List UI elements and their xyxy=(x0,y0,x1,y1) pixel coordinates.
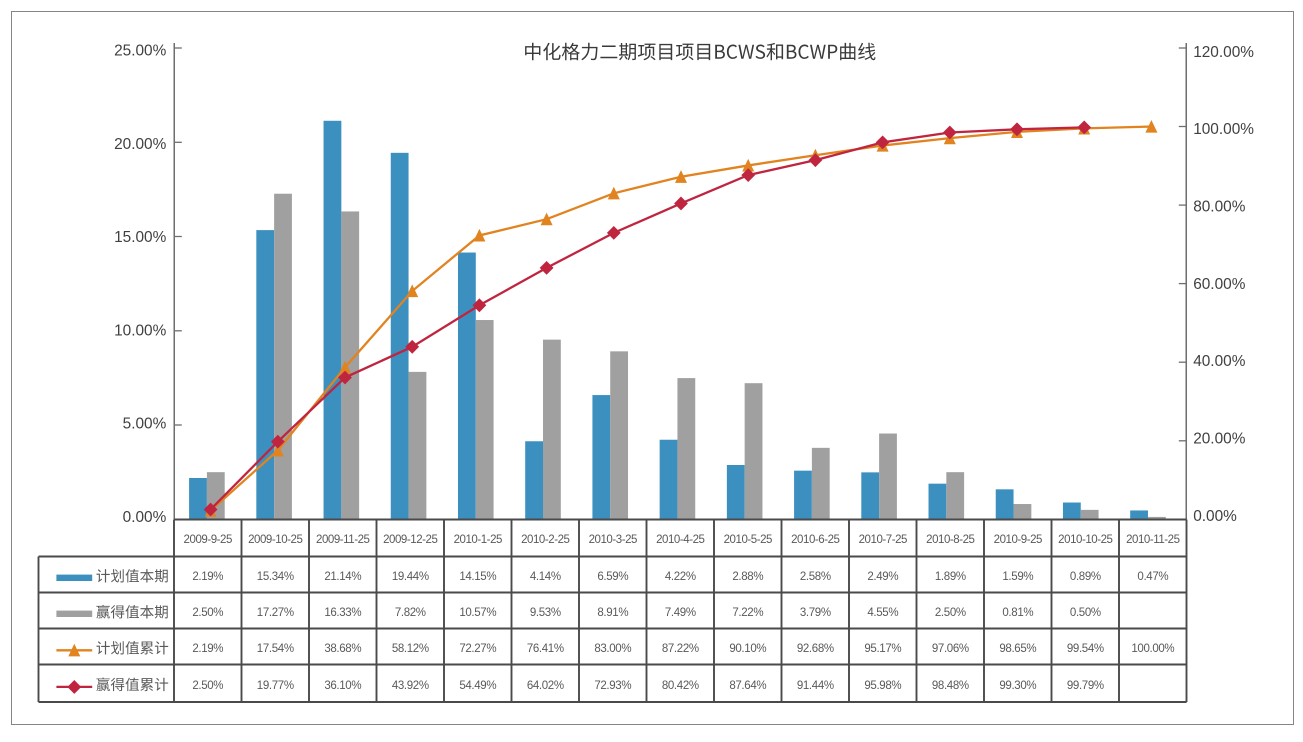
svg-text:0.81%: 0.81% xyxy=(1002,607,1033,619)
svg-text:2010-11-25: 2010-11-25 xyxy=(1126,534,1180,546)
svg-text:1.89%: 1.89% xyxy=(935,571,966,583)
svg-text:2.50%: 2.50% xyxy=(935,607,966,619)
svg-text:60.00%: 60.00% xyxy=(1193,276,1246,293)
svg-text:76.41%: 76.41% xyxy=(527,643,564,655)
svg-text:4.55%: 4.55% xyxy=(867,607,898,619)
svg-text:15.34%: 15.34% xyxy=(257,571,294,583)
svg-text:95.98%: 95.98% xyxy=(864,680,901,692)
svg-text:1.59%: 1.59% xyxy=(1002,571,1033,583)
svg-text:36.10%: 36.10% xyxy=(324,680,361,692)
svg-text:87.64%: 87.64% xyxy=(729,680,766,692)
svg-text:16.33%: 16.33% xyxy=(324,607,361,619)
svg-text:2010-3-25: 2010-3-25 xyxy=(589,534,637,546)
svg-text:99.54%: 99.54% xyxy=(1067,643,1104,655)
svg-text:91.44%: 91.44% xyxy=(797,680,834,692)
svg-text:10.00%: 10.00% xyxy=(114,322,167,339)
svg-text:90.10%: 90.10% xyxy=(729,643,766,655)
svg-text:9.53%: 9.53% xyxy=(530,607,561,619)
svg-text:87.22%: 87.22% xyxy=(662,643,699,655)
svg-text:17.54%: 17.54% xyxy=(257,643,294,655)
svg-text:2010-5-25: 2010-5-25 xyxy=(724,534,772,546)
svg-text:80.42%: 80.42% xyxy=(662,680,699,692)
svg-text:2.88%: 2.88% xyxy=(732,571,763,583)
svg-text:2010-6-25: 2010-6-25 xyxy=(791,534,839,546)
svg-text:7.82%: 7.82% xyxy=(395,607,426,619)
svg-text:10.57%: 10.57% xyxy=(459,607,496,619)
svg-text:7.49%: 7.49% xyxy=(665,607,696,619)
svg-text:8.91%: 8.91% xyxy=(597,607,628,619)
svg-text:2.50%: 2.50% xyxy=(192,607,223,619)
svg-text:100.00%: 100.00% xyxy=(1131,643,1174,655)
svg-text:4.22%: 4.22% xyxy=(665,571,696,583)
svg-text:2010-8-25: 2010-8-25 xyxy=(926,534,974,546)
svg-text:98.65%: 98.65% xyxy=(999,643,1036,655)
svg-text:0.50%: 0.50% xyxy=(1070,607,1101,619)
svg-text:20.00%: 20.00% xyxy=(114,136,167,153)
svg-text:0.47%: 0.47% xyxy=(1137,571,1168,583)
svg-text:7.22%: 7.22% xyxy=(732,607,763,619)
svg-text:5.00%: 5.00% xyxy=(123,416,167,433)
svg-text:72.93%: 72.93% xyxy=(594,680,631,692)
svg-text:58.12%: 58.12% xyxy=(392,643,429,655)
svg-text:20.00%: 20.00% xyxy=(1193,431,1246,448)
svg-text:2.19%: 2.19% xyxy=(192,643,223,655)
svg-text:43.92%: 43.92% xyxy=(392,680,429,692)
svg-text:64.02%: 64.02% xyxy=(527,680,564,692)
svg-text:19.44%: 19.44% xyxy=(392,571,429,583)
svg-text:2010-9-25: 2010-9-25 xyxy=(994,534,1042,546)
svg-text:2.50%: 2.50% xyxy=(192,680,223,692)
svg-text:2010-1-25: 2010-1-25 xyxy=(454,534,502,546)
svg-text:4.14%: 4.14% xyxy=(530,571,561,583)
svg-text:40.00%: 40.00% xyxy=(1193,353,1246,370)
svg-text:2.58%: 2.58% xyxy=(800,571,831,583)
svg-text:80.00%: 80.00% xyxy=(1193,199,1246,216)
svg-text:21.14%: 21.14% xyxy=(324,571,361,583)
svg-text:2.19%: 2.19% xyxy=(192,571,223,583)
svg-text:15.00%: 15.00% xyxy=(114,229,167,246)
svg-text:14.15%: 14.15% xyxy=(459,571,496,583)
svg-text:38.68%: 38.68% xyxy=(324,643,361,655)
svg-text:0.89%: 0.89% xyxy=(1070,571,1101,583)
svg-text:3.79%: 3.79% xyxy=(800,607,831,619)
svg-text:95.17%: 95.17% xyxy=(864,643,901,655)
svg-text:2009-11-25: 2009-11-25 xyxy=(316,534,370,546)
svg-text:97.06%: 97.06% xyxy=(932,643,969,655)
svg-text:2009-9-25: 2009-9-25 xyxy=(184,534,232,546)
svg-text:2010-2-25: 2010-2-25 xyxy=(521,534,569,546)
svg-text:2009-12-25: 2009-12-25 xyxy=(383,534,437,546)
svg-text:92.68%: 92.68% xyxy=(797,643,834,655)
svg-text:54.49%: 54.49% xyxy=(459,680,496,692)
svg-text:2009-10-25: 2009-10-25 xyxy=(248,534,302,546)
svg-text:100.00%: 100.00% xyxy=(1193,121,1254,138)
svg-text:99.30%: 99.30% xyxy=(999,680,1036,692)
svg-text:0.00%: 0.00% xyxy=(1193,508,1237,525)
svg-text:17.27%: 17.27% xyxy=(257,607,294,619)
svg-text:72.27%: 72.27% xyxy=(459,643,496,655)
svg-text:2010-10-25: 2010-10-25 xyxy=(1058,534,1112,546)
svg-text:25.00%: 25.00% xyxy=(114,43,167,60)
svg-text:98.48%: 98.48% xyxy=(932,680,969,692)
svg-text:2.49%: 2.49% xyxy=(867,571,898,583)
svg-text:0.00%: 0.00% xyxy=(123,509,167,526)
svg-text:6.59%: 6.59% xyxy=(597,571,628,583)
svg-text:2010-7-25: 2010-7-25 xyxy=(859,534,907,546)
svg-text:2010-4-25: 2010-4-25 xyxy=(656,534,704,546)
svg-text:120.00%: 120.00% xyxy=(1193,44,1254,61)
svg-text:83.00%: 83.00% xyxy=(594,643,631,655)
svg-text:19.77%: 19.77% xyxy=(257,680,294,692)
svg-text:99.79%: 99.79% xyxy=(1067,680,1104,692)
